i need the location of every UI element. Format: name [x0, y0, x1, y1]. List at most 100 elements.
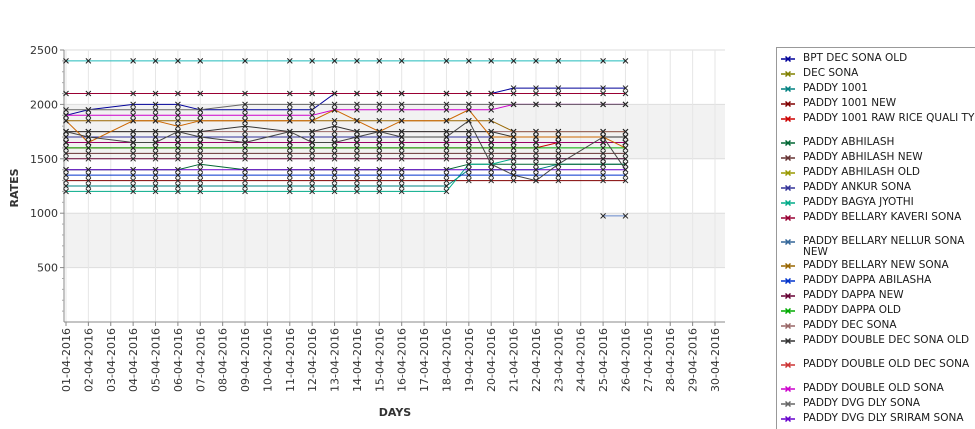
data-point — [622, 90, 629, 97]
data-point — [242, 117, 248, 124]
data-point — [197, 161, 204, 168]
data-point — [197, 58, 204, 64]
data-point — [242, 166, 248, 173]
data-point — [354, 134, 360, 140]
data-point — [152, 172, 159, 178]
data-point — [286, 128, 293, 135]
data-point — [622, 145, 629, 151]
legend-marker-icon — [781, 199, 795, 207]
data-point — [85, 106, 92, 113]
data-point — [555, 172, 562, 178]
data-point — [488, 106, 495, 113]
data-point — [63, 128, 69, 135]
legend-label: PADDY ANKUR SONA — [803, 181, 912, 193]
data-point — [309, 128, 316, 135]
data-point — [354, 177, 360, 184]
data-point — [152, 117, 159, 124]
series-line — [66, 163, 626, 171]
y-tick-label: 2000 — [30, 98, 58, 111]
data-point — [175, 183, 181, 189]
x-tick-label: 16-04-2016 — [396, 328, 409, 392]
data-point — [331, 123, 338, 130]
data-point — [622, 85, 629, 91]
data-point — [152, 166, 159, 173]
data-point — [85, 117, 92, 124]
data-point — [488, 177, 495, 184]
data-point — [286, 155, 293, 162]
series-lines — [63, 58, 629, 219]
data-point — [286, 150, 293, 157]
data-point — [354, 155, 360, 162]
data-point — [175, 177, 181, 184]
data-point — [533, 90, 539, 97]
data-point — [197, 134, 204, 140]
data-point — [63, 58, 69, 64]
data-point — [488, 139, 495, 146]
data-point — [63, 150, 69, 157]
data-point — [130, 139, 136, 146]
data-point — [354, 58, 360, 64]
data-point — [63, 117, 69, 124]
data-point — [510, 177, 517, 184]
data-point — [197, 150, 204, 157]
data-point — [130, 117, 136, 124]
data-point — [555, 161, 562, 168]
data-point — [152, 128, 159, 135]
data-point — [309, 177, 316, 184]
data-point — [309, 150, 316, 157]
x-tick-label: 26-04-2016 — [619, 328, 632, 392]
data-point — [175, 112, 181, 119]
x-tick-label: 30-04-2016 — [709, 328, 722, 392]
data-point — [242, 106, 248, 113]
data-point — [242, 183, 248, 189]
data-point — [331, 117, 338, 124]
data-point — [175, 150, 181, 157]
data-point — [465, 172, 472, 178]
data-point — [85, 112, 92, 119]
data-point — [555, 177, 562, 184]
data-point — [197, 112, 204, 119]
x-tick-label: 21-04-2016 — [508, 328, 521, 392]
data-point — [600, 90, 606, 97]
x-tick-label: 14-04-2016 — [351, 328, 364, 392]
data-point — [242, 90, 248, 97]
data-point — [510, 90, 517, 97]
data-point — [465, 166, 472, 173]
data-point — [85, 145, 92, 151]
legend-label: PADDY BELLARY KAVERI SONA — [803, 211, 962, 223]
data-point — [488, 58, 495, 64]
data-point — [376, 177, 383, 184]
data-point — [622, 139, 629, 146]
series-13 — [63, 172, 629, 178]
data-point — [63, 90, 69, 97]
data-point — [152, 58, 159, 64]
data-point — [242, 58, 248, 64]
data-point — [555, 145, 562, 151]
data-point — [398, 145, 405, 151]
legend-label: PADDY ABHILASH — [803, 136, 895, 148]
data-point — [63, 139, 69, 146]
data-point — [63, 188, 69, 195]
data-point — [555, 139, 562, 146]
legend-marker-icon — [781, 214, 795, 222]
data-point — [376, 166, 383, 173]
data-point — [376, 155, 383, 162]
legend-label: PADDY DEC SONA — [803, 319, 897, 331]
series-3 — [63, 177, 629, 184]
data-point — [130, 172, 136, 178]
data-point — [331, 139, 338, 146]
data-point — [309, 90, 316, 97]
data-point — [85, 139, 92, 146]
legend-label: PADDY DAPPA NEW — [803, 289, 904, 301]
data-point — [286, 58, 293, 64]
data-point — [152, 106, 159, 113]
data-point — [533, 155, 539, 162]
data-point — [398, 106, 405, 113]
data-point — [510, 58, 517, 64]
data-point — [622, 134, 629, 140]
data-point — [465, 58, 472, 64]
data-point — [443, 145, 450, 151]
data-point — [242, 112, 248, 119]
data-point — [376, 134, 383, 140]
